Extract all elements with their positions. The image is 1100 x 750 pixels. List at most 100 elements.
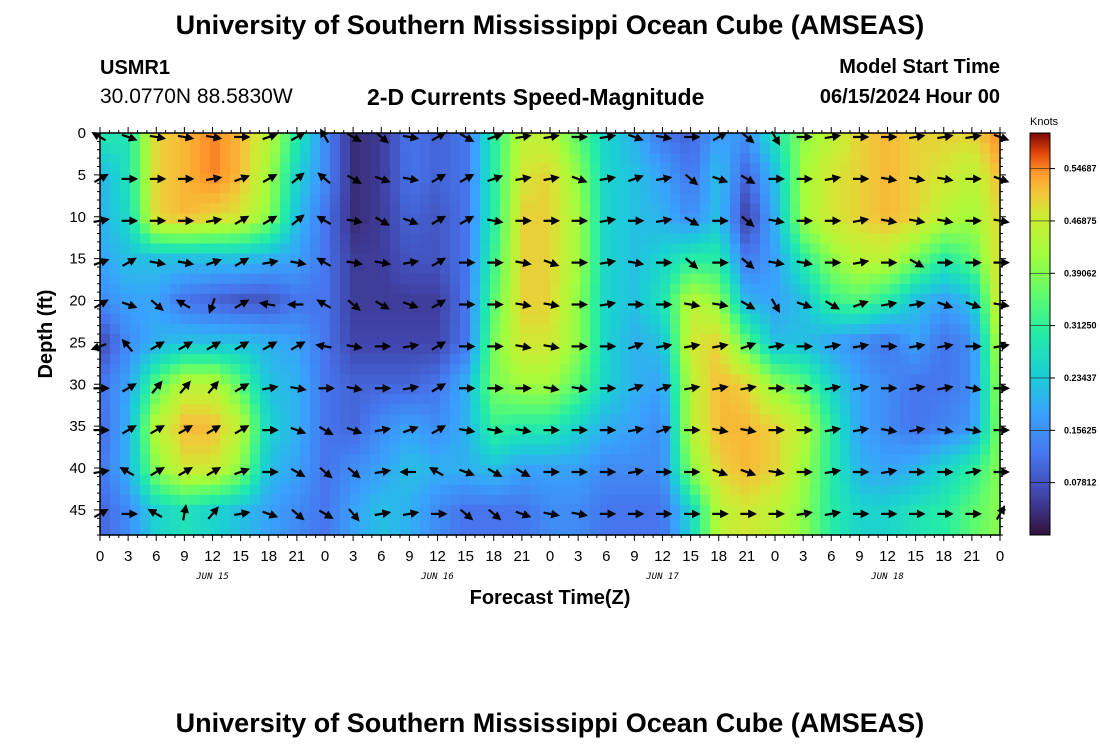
heatmap-cell (120, 283, 131, 295)
heatmap-cell (250, 454, 261, 466)
heatmap-cell (850, 183, 861, 194)
current-arrow (262, 383, 279, 393)
current-arrow (627, 425, 645, 435)
heatmap-cell (230, 153, 241, 164)
heatmap-cell (350, 313, 361, 325)
heatmap-cell (430, 173, 441, 184)
heatmap-cell (390, 273, 401, 285)
heatmap-cell (730, 323, 741, 335)
heatmap-cell (360, 273, 371, 285)
heatmap-cell (160, 323, 171, 335)
heatmap-cell (210, 283, 221, 295)
heatmap-cell (890, 223, 901, 235)
heatmap-cell (960, 464, 971, 476)
current-arrow (290, 341, 306, 351)
heatmap-cell (760, 173, 771, 184)
heatmap-cell (350, 163, 361, 174)
heatmap-cell (830, 183, 841, 194)
heatmap-cell (220, 514, 231, 526)
heatmap-cell (370, 504, 381, 516)
heatmap-cell (600, 364, 611, 375)
heatmap-cell (760, 293, 771, 305)
heatmap-cell (940, 203, 951, 214)
heatmap-cell (200, 283, 211, 295)
heatmap-cell (860, 354, 871, 365)
heatmap-cell (640, 404, 651, 415)
heatmap-cell (460, 474, 471, 486)
heatmap-cell (180, 404, 191, 415)
heatmap-cell (130, 253, 141, 265)
heatmap-cell (870, 303, 881, 315)
heatmap-cell (630, 313, 641, 325)
heatmap-cell (460, 143, 471, 154)
heatmap-cell (260, 364, 271, 375)
heatmap-cell (970, 474, 981, 486)
heatmap-cell (330, 334, 341, 345)
heatmap-cell (990, 243, 1001, 255)
heatmap-cell (430, 454, 441, 466)
heatmap-cell (520, 293, 531, 305)
heatmap-cell (270, 223, 281, 235)
heatmap-cell (430, 193, 441, 204)
heatmap-cell (330, 394, 341, 405)
current-arrow (937, 216, 954, 226)
heatmap-cell (800, 404, 811, 415)
heatmap-cell (900, 514, 911, 526)
x-tick-label: 12 (879, 548, 896, 565)
heatmap-cell (960, 173, 971, 184)
heatmap-cell (670, 283, 681, 295)
current-arrow (487, 426, 504, 435)
current-arrow (627, 467, 645, 477)
heatmap-cell (940, 223, 951, 235)
heatmap-cell (740, 434, 751, 446)
heatmap-cell (330, 354, 341, 365)
heatmap-cell (600, 524, 611, 536)
heatmap-cell (550, 203, 561, 214)
heatmap-cell (510, 293, 521, 305)
heatmap-cell (760, 514, 771, 526)
heatmap-cell (830, 293, 841, 305)
heatmap-cell (500, 293, 511, 305)
heatmap-cell (130, 394, 141, 405)
heatmap-cell (600, 323, 611, 335)
heatmap-cell (240, 484, 251, 496)
heatmap-cell (120, 243, 131, 255)
heatmap-cell (650, 263, 661, 275)
heatmap-cell (550, 323, 561, 335)
heatmap-cell (640, 223, 651, 235)
heatmap-cell (750, 163, 761, 174)
heatmap-cell (600, 504, 611, 516)
heatmap-cell (500, 173, 511, 184)
heatmap-cell (290, 374, 301, 385)
heatmap-cell (870, 464, 881, 476)
heatmap-cell (540, 444, 551, 456)
heatmap-cell (110, 293, 121, 305)
heatmap-cell (670, 253, 681, 265)
heatmap-cell (510, 143, 521, 154)
heatmap-cell (840, 514, 851, 526)
heatmap-cell (750, 243, 761, 255)
heatmap-cell (890, 394, 901, 405)
heatmap-cell (520, 193, 531, 204)
heatmap-cell (900, 313, 911, 325)
heatmap-cell (270, 444, 281, 456)
heatmap-cell (290, 404, 301, 415)
heatmap-cell (570, 454, 581, 466)
heatmap-cell (640, 344, 651, 355)
heatmap-cell (890, 323, 901, 335)
heatmap-cell (980, 243, 991, 255)
heatmap-cell (890, 334, 901, 345)
heatmap-cell (750, 273, 761, 285)
heatmap-cell (480, 173, 491, 184)
heatmap-cell (310, 153, 321, 164)
heatmap-cell (280, 434, 291, 446)
heatmap-cell (470, 474, 481, 486)
heatmap-cell (980, 263, 991, 275)
heatmap-cell (920, 414, 931, 426)
heatmap-cell (120, 293, 131, 305)
heatmap-cell (610, 293, 621, 305)
heatmap-cell (270, 283, 281, 295)
heatmap-cell (700, 213, 711, 225)
heatmap-cell (170, 504, 181, 516)
heatmap-cell (100, 303, 111, 315)
